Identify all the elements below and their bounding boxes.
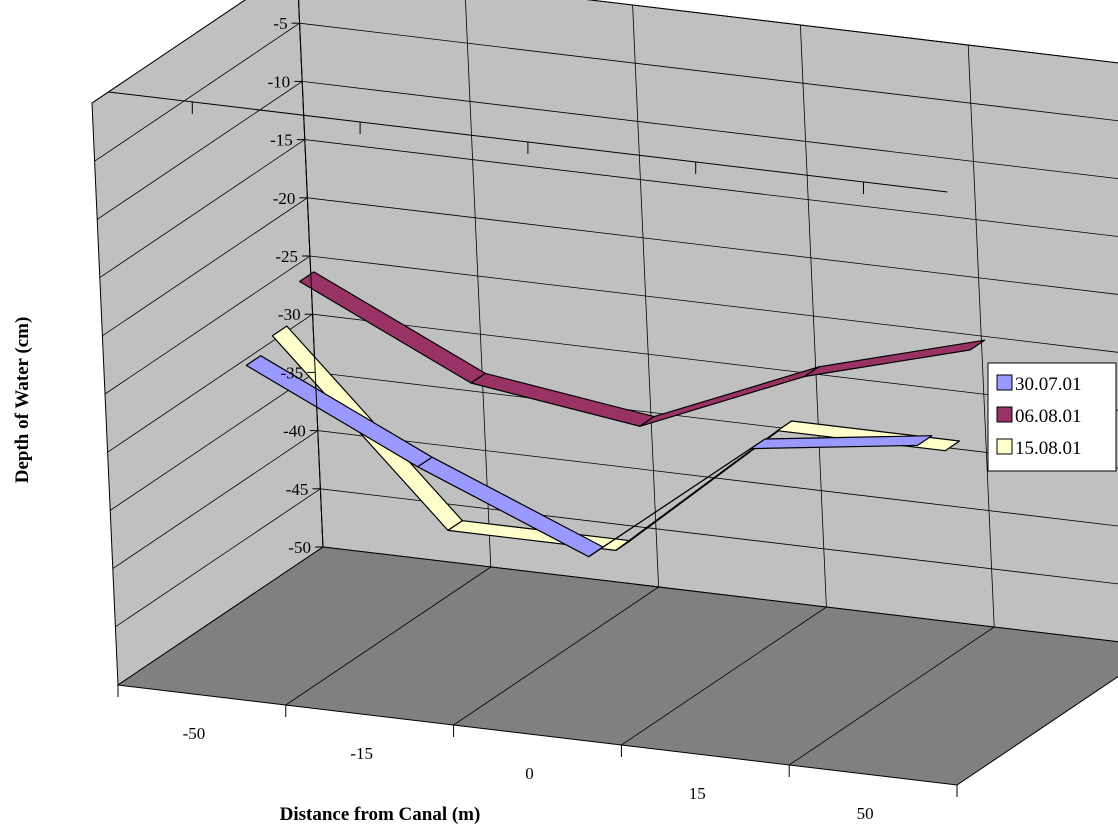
back-wall [298, 0, 1118, 643]
y-axis-ticks: 0-5-10-15-20-25-30-35-40-45-50 [268, 0, 324, 557]
y-tick-label: -45 [286, 480, 309, 499]
ribbon-segment [803, 339, 986, 378]
x-axis-ticks: -50 -15 0 15 50 [117, 685, 958, 823]
chart-series [245, 271, 986, 558]
gridline-vertical [465, 0, 492, 568]
floor-gridline [621, 606, 827, 746]
x-tick-label: -50 [183, 724, 206, 743]
chart-walls [91, 0, 1118, 686]
legend-item: 30.07.01 [996, 374, 1082, 395]
y-tick-label: -35 [281, 363, 304, 382]
y-axis-line [298, 0, 324, 548]
legend-label: 06.08.01 [1015, 406, 1082, 427]
y-tick-label: -5 [273, 14, 287, 33]
series-30.07.01 [245, 355, 933, 558]
y-tick-label: -30 [278, 305, 301, 324]
floor-gridline [285, 566, 492, 706]
x-tick-label: 50 [857, 804, 874, 823]
x-axis-title: Distance from Canal (m) [280, 804, 481, 825]
floor-plane [116, 546, 1118, 786]
y-tick-label: -50 [288, 538, 311, 557]
ribbon-segment [750, 435, 933, 450]
legend-item: 15.08.01 [996, 438, 1082, 459]
y-tick-label: -10 [268, 72, 291, 91]
chart-floor [116, 546, 1118, 786]
legend-swatch [996, 438, 1013, 455]
series-06.08.01 [299, 271, 986, 427]
legend-swatch [996, 374, 1013, 391]
y-tick-label: -25 [275, 247, 298, 266]
y-tick-label: -40 [283, 422, 306, 441]
floor-gridline [788, 626, 995, 766]
x-tick-label: 15 [689, 784, 706, 803]
x-tick-label: -15 [350, 744, 373, 763]
legend-item: 06.08.01 [996, 406, 1082, 427]
legend-label: 30.07.01 [1015, 374, 1082, 395]
gridline-vertical [967, 44, 995, 628]
y-tick-label: -20 [273, 189, 296, 208]
legend: 30.07.01 06.08.01 15.08.01 [987, 362, 1117, 472]
floor-gridline [453, 586, 659, 726]
y-tick-label: -15 [270, 131, 293, 150]
legend-label: 15.08.01 [1015, 438, 1082, 459]
gridline-vertical [632, 4, 659, 588]
x-tick-label: 0 [525, 764, 534, 783]
legend-swatch [996, 406, 1013, 423]
y-axis-title: Depth of Water (cm) [12, 317, 33, 484]
gridline-vertical [800, 24, 827, 608]
gridline-horizontal [91, 0, 1118, 104]
